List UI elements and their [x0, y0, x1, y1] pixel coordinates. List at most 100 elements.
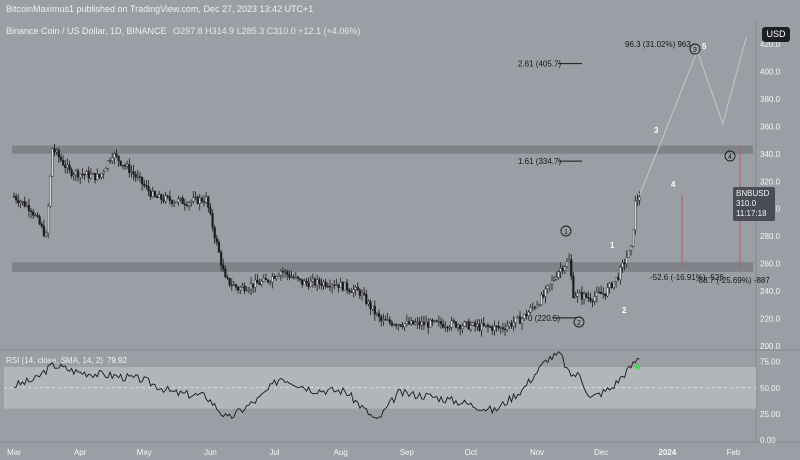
candle [147, 180, 150, 197]
candle [388, 316, 391, 326]
candle-body [339, 282, 342, 288]
candle-body [461, 325, 464, 330]
candle [540, 291, 543, 307]
time-tick-label: Oct [465, 448, 478, 457]
candle-body [130, 171, 133, 174]
candle [595, 286, 598, 303]
candle [70, 167, 73, 179]
candle-body [183, 203, 186, 206]
candle [153, 190, 157, 198]
candle [407, 316, 411, 326]
symbol-legend: Binance Coin / US Dollar, 1D, BINANCE O2… [6, 26, 364, 36]
candle-body [284, 271, 287, 273]
candle-body [358, 290, 361, 296]
candle-body [68, 164, 71, 170]
candle [380, 314, 383, 327]
candle [213, 224, 216, 244]
candle-body [177, 198, 180, 203]
candle [629, 244, 633, 256]
candle [582, 291, 586, 305]
candle [474, 319, 477, 332]
candle [228, 277, 231, 288]
candle [403, 323, 406, 332]
candle [499, 326, 502, 334]
candle-body [226, 276, 229, 279]
candle-body [572, 276, 575, 298]
candle [224, 265, 227, 278]
candle [170, 199, 174, 207]
low-value: L285.3 [236, 26, 265, 36]
candle [557, 270, 560, 280]
candle-body [604, 293, 607, 297]
resistance-zone [12, 145, 753, 154]
candle-body [17, 199, 20, 204]
candle [96, 168, 99, 181]
candle [467, 318, 470, 330]
candle-body [76, 170, 80, 178]
candle-body [365, 294, 368, 304]
close-value: C310.0 [266, 26, 296, 36]
candle [136, 170, 139, 181]
candle [363, 287, 366, 296]
candle [390, 319, 393, 328]
candle-body [147, 185, 150, 192]
candle-body [335, 284, 338, 286]
price-tag-price: 310.0 [736, 199, 757, 208]
candle [29, 207, 33, 219]
candle-body [262, 278, 265, 282]
candle-body [373, 305, 376, 315]
candle-body [187, 202, 191, 206]
candle [277, 273, 280, 278]
currency-button[interactable]: USD [762, 27, 790, 42]
candle [209, 203, 212, 216]
candle [100, 172, 103, 180]
candle [168, 190, 171, 205]
candle [258, 278, 261, 286]
symbol-title[interactable]: Binance Coin / US Dollar, 1D, BINANCE [6, 26, 167, 36]
candle [591, 299, 594, 308]
candle-body [168, 196, 171, 201]
candle-body [474, 322, 477, 327]
candle-body [593, 296, 596, 302]
candle-body [589, 297, 592, 302]
candle [166, 194, 169, 200]
candle-body [442, 324, 445, 328]
candle [350, 288, 353, 293]
circled-wave-label: 1 [560, 225, 572, 237]
candle [316, 274, 319, 292]
candle [518, 311, 522, 324]
candle [384, 315, 387, 321]
candle-body [480, 323, 483, 331]
candle [638, 191, 641, 206]
candle [358, 288, 361, 299]
candle [542, 290, 545, 299]
candle-body [87, 171, 90, 179]
candle-body [459, 325, 462, 330]
candle-body [96, 173, 99, 181]
candle [369, 299, 372, 316]
candle-body [341, 282, 344, 291]
candle-body [412, 320, 415, 325]
candle-body [145, 185, 148, 187]
candle-body [591, 300, 594, 302]
published-caption: BitcoinMaximus1 published on TradingView… [6, 4, 314, 14]
candle [333, 279, 336, 290]
candle [553, 275, 556, 282]
candle-body [232, 284, 236, 286]
rsi-title[interactable]: RSI (14, close, SMA, 14, 2) [6, 356, 103, 365]
candle-body [546, 285, 549, 290]
candle [339, 277, 342, 288]
ohlc-values: O297.8 H314.9 L285.3 C310.0 +12.1 (+4.06… [173, 26, 360, 36]
price-tick-label: 280.0 [760, 232, 781, 241]
candle-body [437, 320, 440, 323]
candle [442, 319, 445, 329]
candle-body [484, 324, 487, 327]
candle [367, 299, 370, 307]
candle-body [51, 148, 54, 177]
candle-body [305, 280, 308, 284]
candle-body [207, 196, 210, 208]
candle-body [318, 279, 321, 284]
candle-body [482, 323, 485, 326]
candle [565, 257, 569, 269]
